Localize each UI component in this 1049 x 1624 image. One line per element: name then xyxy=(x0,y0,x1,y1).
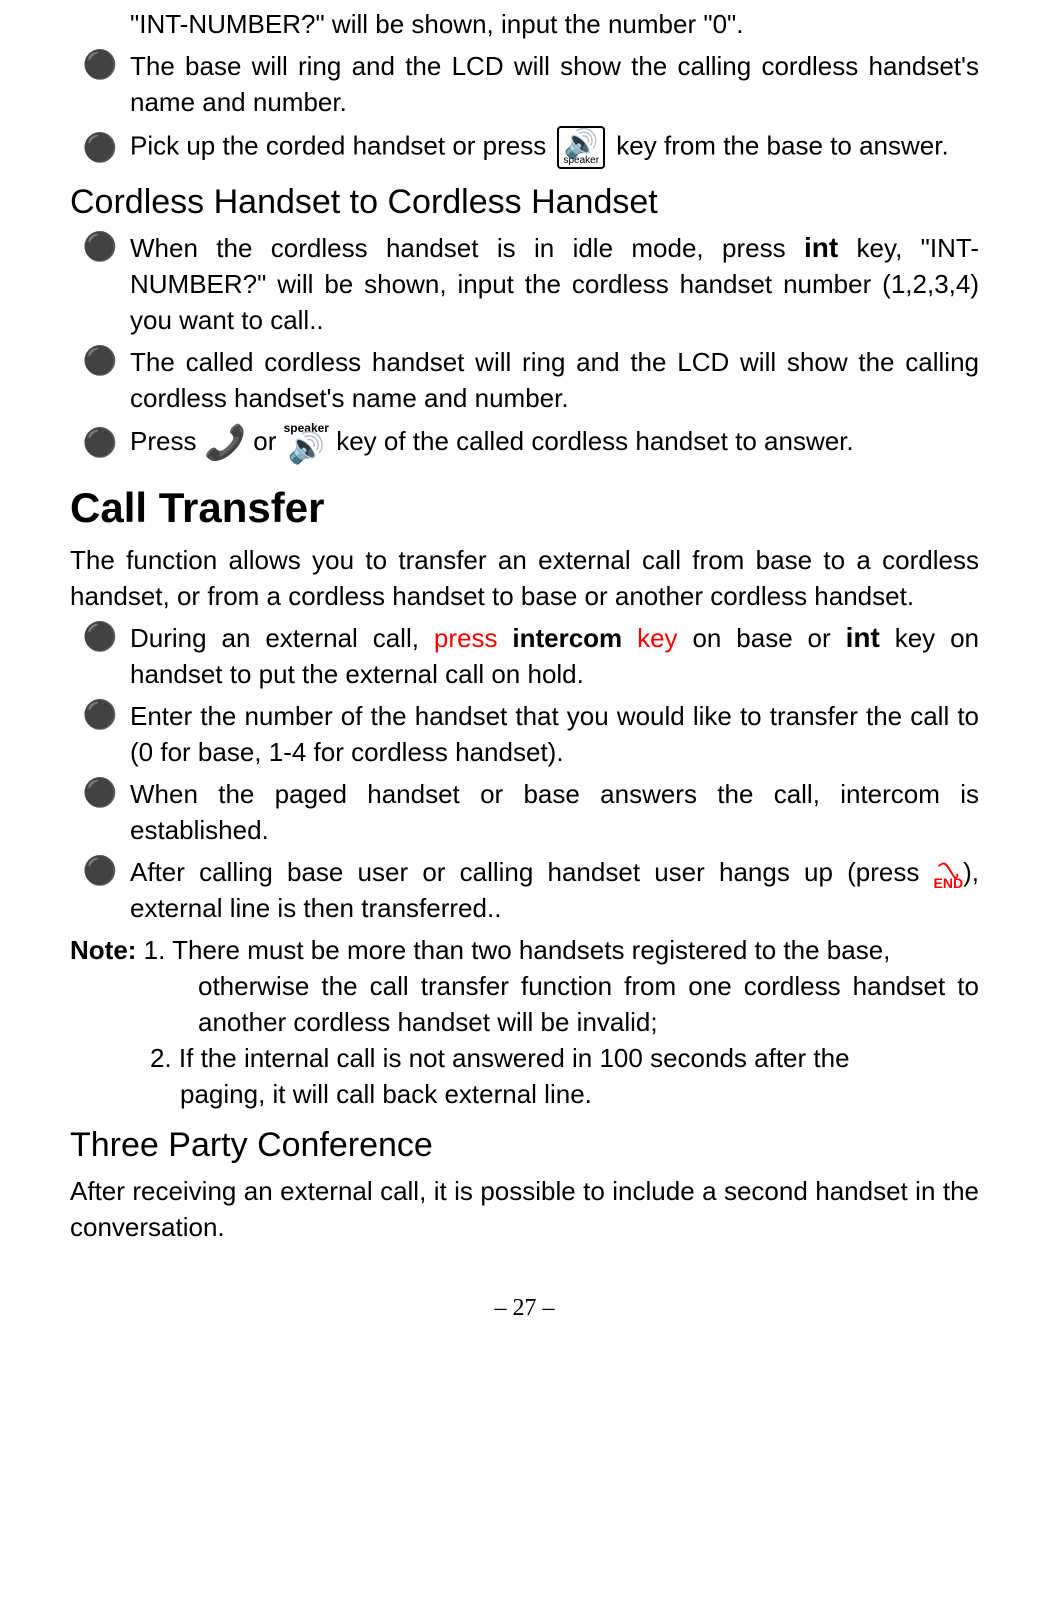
bullet-text: Enter the number of the handset that you… xyxy=(130,698,979,770)
bullet-text: Press 📞 or speaker 🔊 key of the called c… xyxy=(130,422,979,464)
text-fragment: After calling base user or calling hands… xyxy=(130,857,934,887)
bullet-item: ⚫ When the paged handset or base answers… xyxy=(70,776,979,848)
paragraph: After receiving an external call, it is … xyxy=(70,1173,979,1245)
bullet-item: ⚫ Enter the number of the handset that y… xyxy=(70,698,979,770)
bullet-marker: ⚫ xyxy=(70,620,130,654)
note-text: 1. There must be more than two handsets … xyxy=(136,935,890,965)
text-fragment: or xyxy=(253,426,283,456)
bullet-item: ⚫ The called cordless handset will ring … xyxy=(70,344,979,416)
heading-cordless-to-cordless: Cordless Handset to Cordless Handset xyxy=(70,183,979,222)
bullet-text: After calling base user or calling hands… xyxy=(130,854,979,926)
space xyxy=(497,623,512,653)
page-number: – 27 – xyxy=(70,1295,979,1322)
bullet-item: ⚫ After calling base user or calling han… xyxy=(70,854,979,926)
bullet-text: When the paged handset or base answers t… xyxy=(130,776,979,848)
note-line: 2. If the internal call is not answered … xyxy=(70,1040,979,1076)
bullet-text: Pick up the corded handset or press 🔊 sp… xyxy=(130,126,979,169)
bullet-text: The base will ring and the LCD will show… xyxy=(130,48,979,120)
end-key-icon: ⟆END xyxy=(934,858,964,890)
text-fragment: key from the base to answer. xyxy=(616,130,948,160)
int-key-label: int xyxy=(804,232,838,263)
bullet-item: ⚫ When the cordless handset is in idle m… xyxy=(70,230,979,338)
space xyxy=(622,623,637,653)
bullet-marker: ⚫ xyxy=(70,131,130,165)
bullet-item: "INT-NUMBER?" will be shown, input the n… xyxy=(70,6,979,42)
bullet-marker: ⚫ xyxy=(70,426,130,460)
heading-call-transfer: Call Transfer xyxy=(70,484,979,532)
speaker-key-icon: 🔊 speaker xyxy=(557,126,605,169)
bullet-text: The called cordless handset will ring an… xyxy=(130,344,979,416)
bullet-marker: ⚫ xyxy=(70,48,130,82)
bullet-text: When the cordless handset is in idle mod… xyxy=(130,230,979,338)
text-fragment: on base or xyxy=(678,623,846,653)
note-line: otherwise the call transfer function fro… xyxy=(70,968,979,1040)
speaker-glyph: 🔊 xyxy=(284,434,329,464)
bullet-item: ⚫ Pick up the corded handset or press 🔊 … xyxy=(70,126,979,169)
bullet-marker: ⚫ xyxy=(70,698,130,732)
red-text: press xyxy=(434,623,498,653)
bullet-item: ⚫ Press 📞 or speaker 🔊 key of the called… xyxy=(70,422,979,464)
note-block: Note: 1. There must be more than two han… xyxy=(70,932,979,968)
text-fragment: Pick up the corded handset or press xyxy=(130,130,553,160)
bullet-marker: ⚫ xyxy=(70,230,130,264)
intercom-key-label: intercom xyxy=(512,623,622,653)
text-fragment: Press xyxy=(130,426,204,456)
paragraph: The function allows you to transfer an e… xyxy=(70,542,979,614)
text-fragment: When the cordless handset is in idle mod… xyxy=(130,233,804,263)
phone-handset-icon: 📞 xyxy=(204,425,246,461)
bullet-text: During an external call, press intercom … xyxy=(130,620,979,692)
bullet-item: ⚫ During an external call, press interco… xyxy=(70,620,979,692)
bullet-marker: ⚫ xyxy=(70,344,130,378)
note-label: Note: xyxy=(70,935,136,965)
red-text: key xyxy=(637,623,677,653)
text-fragment: key of the called cordless handset to an… xyxy=(336,426,853,456)
bullet-text: "INT-NUMBER?" will be shown, input the n… xyxy=(130,6,979,42)
page-container: "INT-NUMBER?" will be shown, input the n… xyxy=(0,6,1049,1362)
note-line: paging, it will call back external line. xyxy=(70,1076,979,1112)
bullet-marker: ⚫ xyxy=(70,854,130,888)
text-fragment: During an external call, xyxy=(130,623,434,653)
int-key-label: int xyxy=(846,622,880,653)
speaker-label: speaker xyxy=(563,156,599,166)
speaker-stack-icon: speaker 🔊 xyxy=(284,422,329,464)
bullet-item: ⚫ The base will ring and the LCD will sh… xyxy=(70,48,979,120)
bullet-marker: ⚫ xyxy=(70,776,130,810)
heading-three-party: Three Party Conference xyxy=(70,1126,979,1165)
